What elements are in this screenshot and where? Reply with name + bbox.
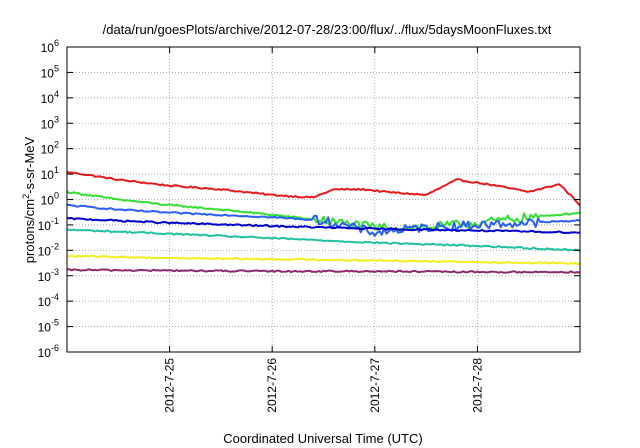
ticks: 10610510410310210110010-110-210-310-410-… — [38, 38, 580, 413]
y-tick-base: 10 — [41, 92, 55, 106]
series-line — [66, 228, 581, 252]
y-tick-label: 106 — [41, 38, 59, 55]
y-tick-label: 10-1 — [38, 216, 59, 233]
x-axis-label: Coordinated Universal Time (UTC) — [223, 431, 422, 446]
series-line — [66, 254, 581, 266]
y-tick-label: 10-4 — [38, 292, 59, 309]
x-tick-label: 2012-7-26 — [265, 358, 279, 413]
x-tick-label: 2012-7-27 — [368, 358, 382, 413]
series-lines — [66, 170, 581, 274]
y-tick-label: 104 — [41, 89, 59, 106]
y-tick-label: 10-3 — [38, 267, 59, 284]
y-tick-base: 10 — [38, 295, 52, 309]
y-tick-label: 103 — [41, 114, 59, 131]
x-tick-label: 2012-7-25 — [163, 358, 177, 413]
grid — [67, 47, 580, 352]
series-line — [66, 216, 581, 234]
y-tick-exp: 0 — [54, 191, 59, 201]
y-tick-base: 10 — [41, 41, 55, 55]
y-tick-exp: -2 — [51, 241, 59, 251]
y-tick-base: 10 — [41, 168, 55, 182]
y-tick-exp: 6 — [54, 38, 59, 48]
series-line — [67, 268, 581, 274]
y-tick-exp: -1 — [51, 216, 59, 226]
y-tick-base: 10 — [38, 346, 52, 360]
y-tick-base: 10 — [41, 143, 55, 157]
y-tick-exp: 3 — [54, 114, 59, 124]
y-tick-exp: 1 — [54, 165, 59, 175]
y-axis-label-sup: 2 — [21, 194, 31, 199]
y-tick-label: 10-2 — [38, 241, 59, 258]
plot-frame — [66, 46, 581, 353]
y-tick-base: 10 — [41, 66, 55, 80]
series-line — [66, 190, 581, 233]
y-tick-base: 10 — [38, 270, 52, 284]
y-tick-exp: 2 — [54, 140, 59, 150]
y-tick-label: 100 — [41, 191, 59, 208]
y-tick-base: 10 — [41, 194, 55, 208]
y-tick-base: 10 — [41, 117, 55, 131]
chart-title: /data/run/goesPlots/archive/2012-07-28/2… — [103, 22, 552, 37]
y-tick-label: 102 — [41, 140, 59, 157]
y-tick-label: 101 — [41, 165, 59, 182]
y-tick-exp: -5 — [51, 318, 59, 328]
y-axis-label: protons/cm2-s-sr-MeV — [21, 136, 37, 263]
series-line — [66, 203, 581, 237]
series-line — [66, 170, 581, 207]
y-tick-exp: 5 — [54, 63, 59, 73]
y-tick-label: 10-5 — [38, 318, 59, 335]
y-axis-label-base: protons/cm — [22, 199, 37, 263]
y-tick-exp: -6 — [51, 343, 59, 353]
y-tick-label: 10-6 — [38, 343, 59, 360]
y-tick-base: 10 — [38, 219, 52, 233]
y-tick-exp: -4 — [51, 292, 59, 302]
y-axis-label-rest: -s-sr-MeV — [22, 136, 37, 193]
y-tick-base: 10 — [38, 321, 52, 335]
y-tick-exp: -3 — [51, 267, 59, 277]
y-tick-label: 105 — [41, 63, 59, 80]
y-tick-exp: 4 — [54, 89, 59, 99]
x-tick-label: 2012-7-28 — [470, 358, 484, 413]
y-tick-base: 10 — [38, 244, 52, 258]
